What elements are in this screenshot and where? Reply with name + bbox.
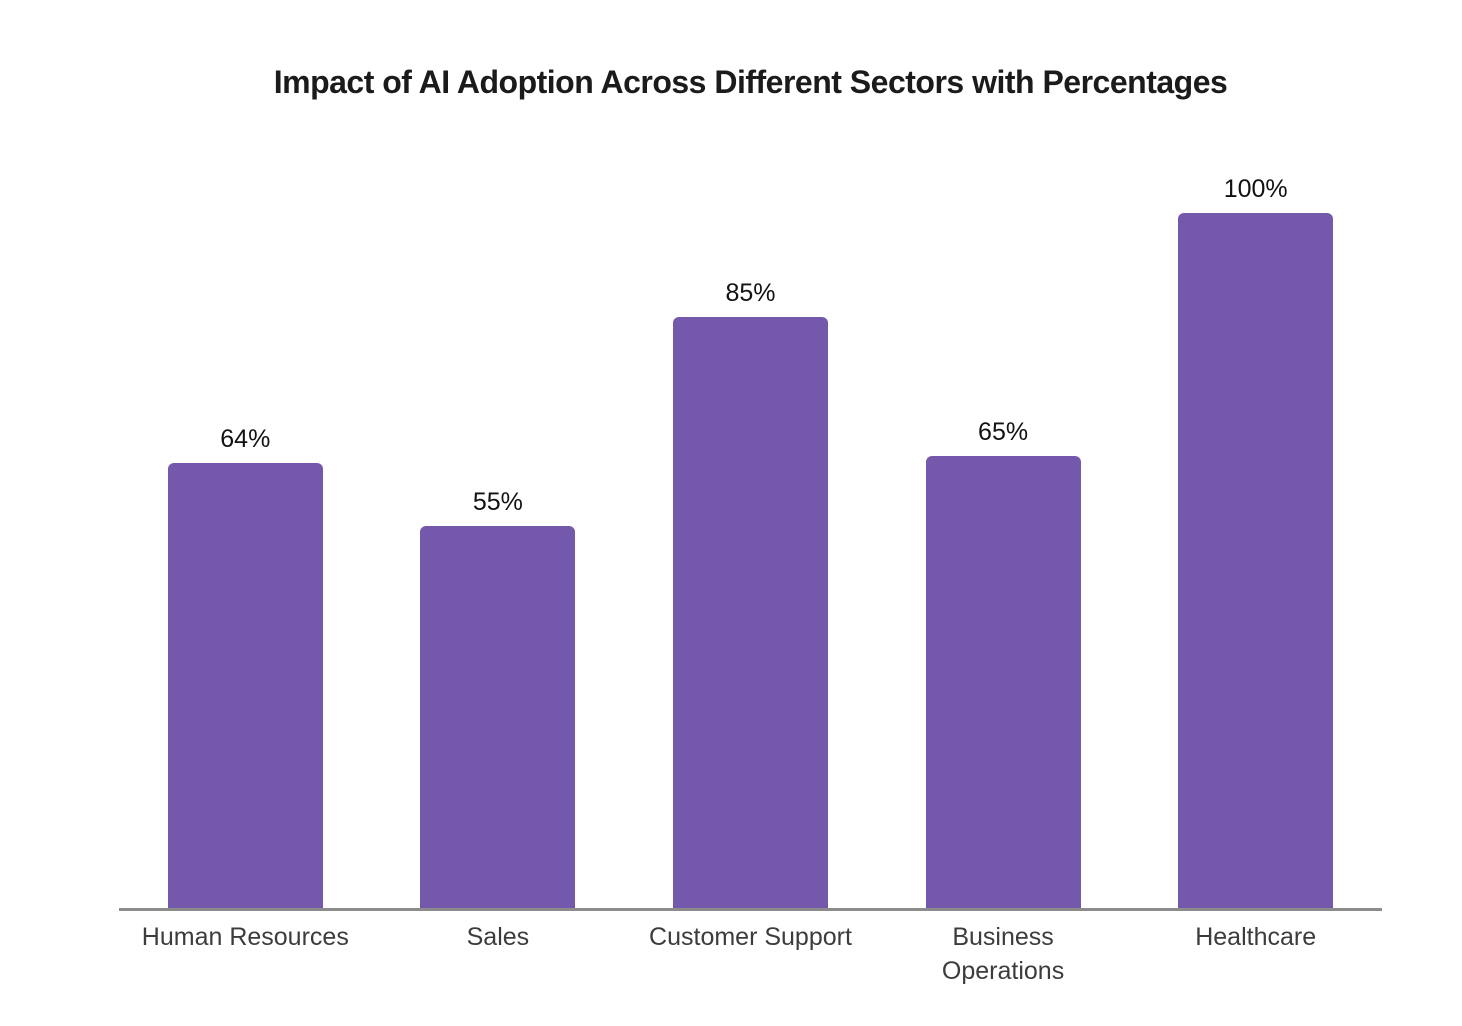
category-label-text: Business Operations xyxy=(941,923,1065,985)
bar-value-label: 85% xyxy=(725,279,776,308)
bar xyxy=(1178,213,1334,908)
bar-value-label: 55% xyxy=(472,487,523,516)
category-label-text: Healthcare xyxy=(1195,923,1317,951)
category-label: Customer Support xyxy=(624,920,877,988)
bar-column: 64% xyxy=(119,424,372,908)
bar-value-label: 100% xyxy=(1223,175,1288,203)
x-axis-line xyxy=(119,908,1382,911)
bar-chart-plot-area: 64% 55% 85% 65% 100% xyxy=(119,0,1382,908)
category-label: Human Resources xyxy=(119,920,372,988)
category-label: Sales xyxy=(372,920,625,988)
x-axis-category-labels: Human Resources Sales Customer Support Busi… xyxy=(119,920,1382,988)
bar-column: 100% xyxy=(1129,174,1382,908)
category-label-text: Human Resources xyxy=(141,923,349,951)
bar-column: 85% xyxy=(624,278,877,908)
category-label-text: Sales xyxy=(466,923,530,951)
bar xyxy=(420,525,576,908)
category-label: Healthcare xyxy=(1129,920,1382,988)
chart-title: Impact of AI Adoption Across Different S… xyxy=(273,64,1228,100)
bar-column: 65% xyxy=(877,417,1130,908)
category-label-text: Customer Support xyxy=(649,923,852,951)
bar xyxy=(167,463,323,908)
bar xyxy=(925,456,1081,908)
bar-value-label: 64% xyxy=(220,425,271,454)
bar xyxy=(672,317,828,908)
bar-value-label: 65% xyxy=(978,418,1029,447)
category-label: Business Operations xyxy=(877,920,1130,988)
bar-column: 55% xyxy=(372,487,625,908)
